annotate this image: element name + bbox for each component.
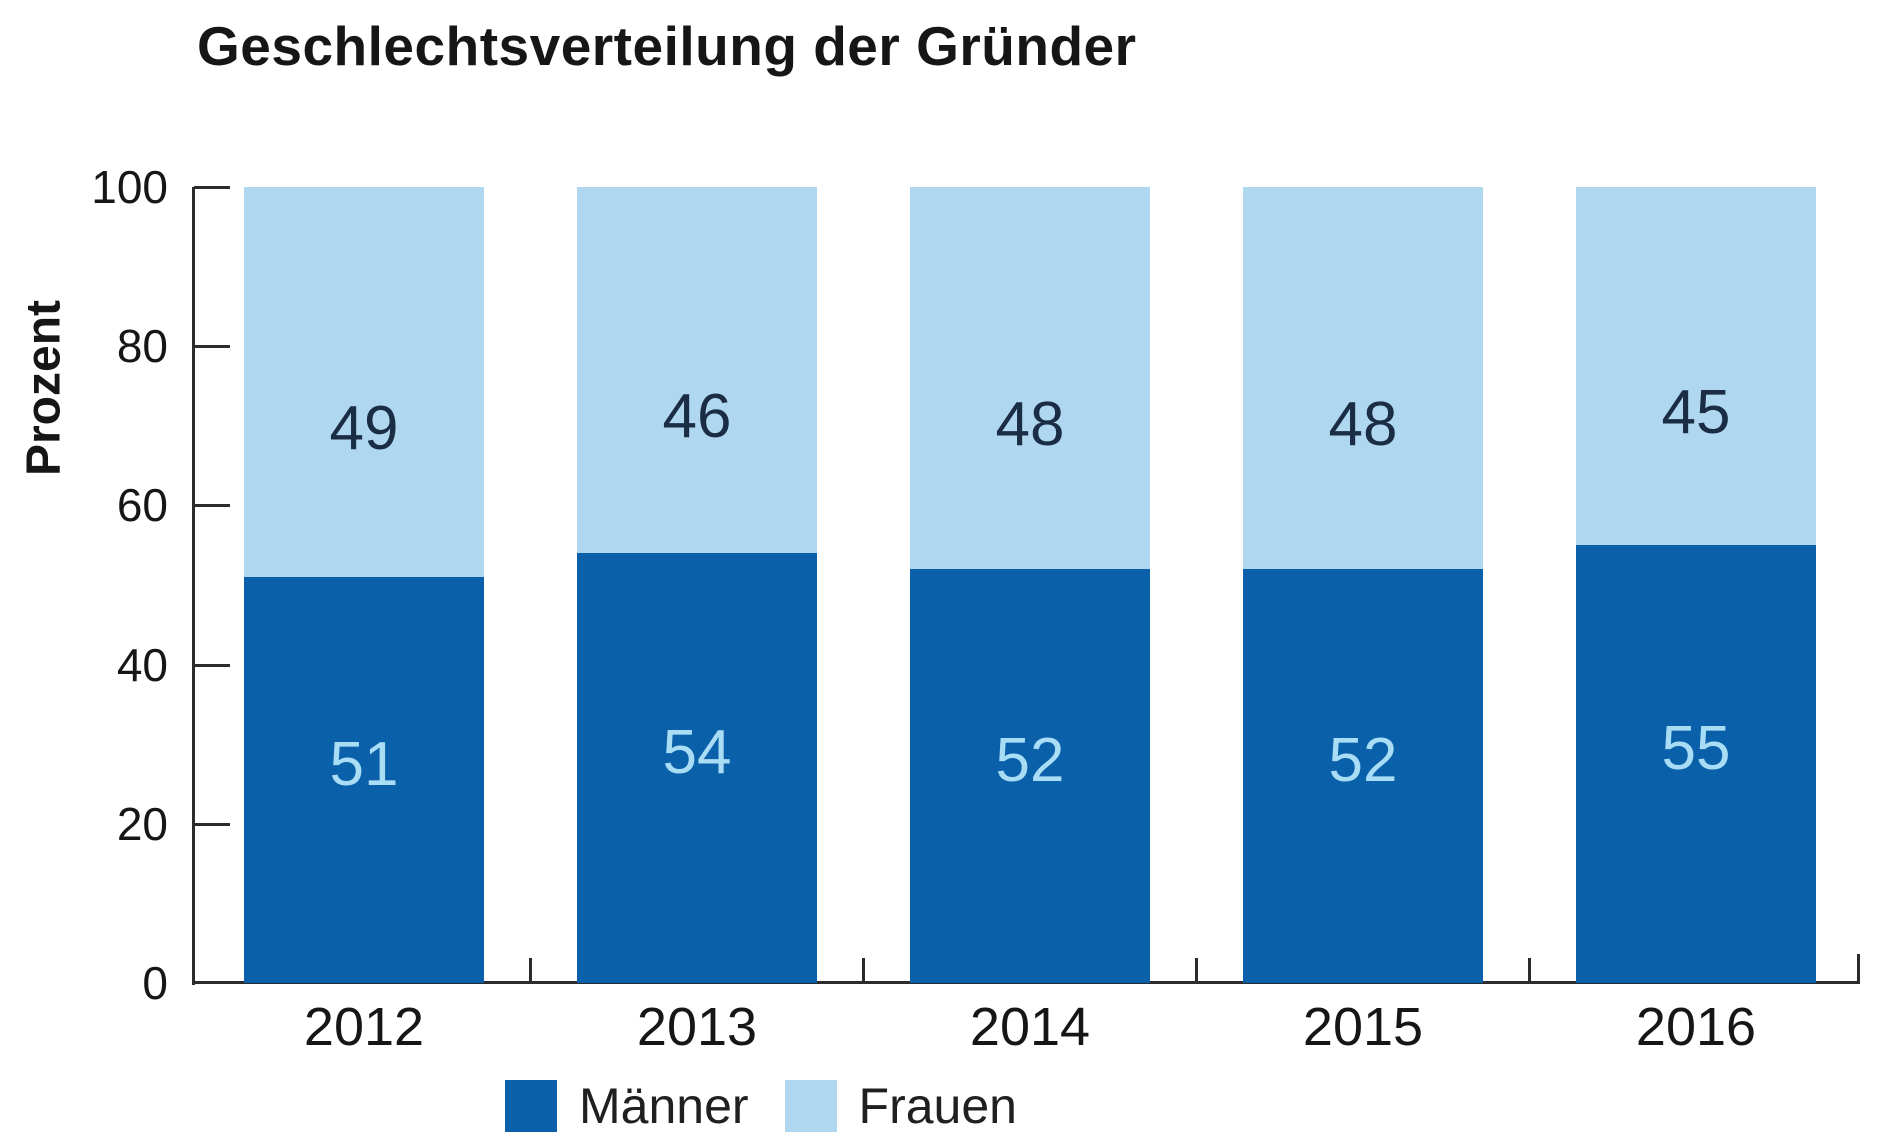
y-tick [194,664,230,667]
bar-value-label: 45 [1661,378,1731,447]
bar-value-label: 52 [995,726,1065,795]
legend-swatch-frauen [784,1080,837,1132]
y-tick-label: 80 [116,320,168,372]
bar-value-label: 54 [662,718,732,787]
x-category-label: 2012 [303,997,425,1057]
y-tick [194,823,230,826]
x-category-label: 2014 [969,997,1091,1057]
bar-value-label: 52 [1328,726,1398,795]
bar-segment-männer [244,577,484,983]
bar-value-label: 46 [662,382,732,451]
legend-label: Frauen [858,1078,1017,1134]
chart-title: Geschlechtsverteilung der Gründer [197,15,1137,77]
bar-value-label: 48 [995,390,1065,459]
x-tick [1195,958,1198,983]
bar-segment-frauen [1243,187,1483,569]
y-tick-label: 20 [116,798,168,850]
bar-value-label: 51 [329,730,399,799]
y-axis-line [192,187,195,985]
bar-segment-frauen [577,187,817,553]
legend-label: Männer [579,1078,749,1134]
x-axis-endcap [1857,954,1860,983]
legend: Männer Frauen [505,1080,1017,1132]
bar-value-label: 49 [329,394,399,463]
x-tick [1528,958,1531,983]
bar-segment-männer [1576,545,1816,983]
legend-item-männer: Männer [505,1080,749,1132]
y-tick-label: 0 [142,957,168,1009]
y-tick-label: 60 [116,479,168,531]
bar-value-label: 48 [1328,390,1398,459]
bar-segment-männer [1243,569,1483,983]
legend-swatch-männer [505,1080,557,1132]
y-tick-label: 100 [91,161,168,213]
y-tick [194,345,230,348]
bar-segment-männer [577,553,817,983]
bar-value-label: 55 [1661,714,1731,783]
x-tick [862,958,865,983]
x-category-label: 2015 [1302,997,1424,1057]
bar-segment-männer [910,569,1150,983]
legend-item-frauen: Frauen [784,1078,1017,1134]
y-tick-label: 40 [116,639,168,691]
x-tick [529,958,532,983]
y-tick [194,186,230,189]
x-category-label: 2016 [1635,997,1757,1057]
y-tick [194,504,230,507]
bar-segment-frauen [244,187,484,577]
x-category-label: 2013 [636,997,758,1057]
bar-segment-frauen [910,187,1150,569]
bar-segment-frauen [1576,187,1816,545]
